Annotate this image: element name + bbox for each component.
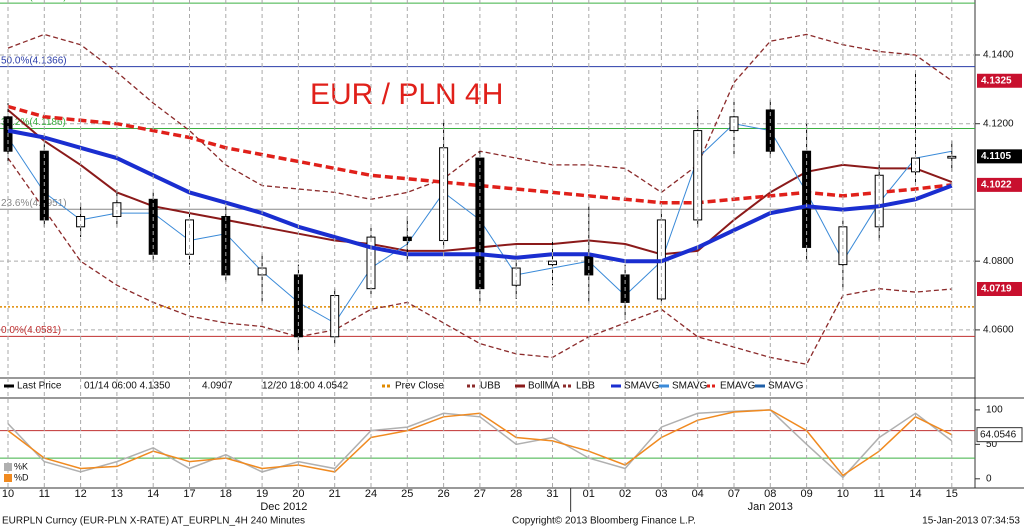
x-tick-label: 15 [946,488,958,500]
price-marker [977,177,1022,192]
x-tick-label: 02 [619,488,631,500]
price-panel: 61.8%(4.1551) 50.0%(4.1366) 38.2%(4.1186) 2… [0,0,975,365]
osc-marker-label: 64.0546 [980,429,1017,440]
x-tick-label: 20 [292,488,304,500]
y-tick-label: 4.0800 [983,256,1014,267]
candle-body [584,253,594,276]
x-tick-label: 01 [583,488,595,500]
x-tick-label: 11 [39,488,50,500]
price-marker-label: 4.1325 [981,75,1012,86]
legend-label: SMAVG [672,381,708,392]
x-tick-label: 12 [74,488,86,500]
x-tick-label: 26 [437,488,449,500]
legend-label: UBB [480,381,501,392]
price-marker [977,73,1022,88]
legend-stat: 01/14 06:00 4.1350 [84,381,171,392]
y-tick-label: 4.0600 [983,325,1014,336]
x-tick-label: 28 [510,488,522,500]
x-tick-label: 19 [256,488,268,500]
legend-label: Prev Close [395,381,444,392]
x-tick-label: 10 [2,488,14,500]
y-tick-label: 4.1200 [983,118,1014,129]
x-tick-label: 10 [837,488,849,500]
candle-body [112,202,122,217]
x-tick-label: 08 [764,488,776,500]
legend-label: EMAVG [720,381,756,392]
x-tick-label: 27 [474,488,486,500]
chart-title: EUR / PLN 4H [310,78,503,111]
month-label: Dec 2012 [260,501,307,513]
x-tick-label: 18 [220,488,232,500]
x-tick-label: 07 [728,488,740,500]
legend-label: Last Price [17,381,62,392]
series-line [7,157,952,365]
x-tick-label: 25 [401,488,413,500]
legend-label: SMAVG [624,381,660,392]
series-line [7,104,952,205]
osc-legend-label: %K [14,461,28,471]
osc-tick-label: 100 [986,405,1003,416]
y-tick-label: 4.1400 [983,50,1014,61]
level-label: 23.6%(4.0951) [1,198,67,209]
x-tick-label: 17 [183,488,195,500]
x-tick-label: 14 [147,488,159,500]
footer-center: Copyright© 2013 Bloomberg Finance L.P. [512,516,696,527]
legend-label: BollMA [528,381,560,392]
osc-legend-label: %D [14,472,29,482]
legend-stat: 12/20 18:00 4.0542 [262,381,349,392]
legend-swatch [4,474,12,482]
price-marker-label: 4.1022 [981,180,1012,191]
candle-body [765,109,775,152]
level-label: 50.0%(4.1366) [1,55,67,66]
legend-stat: 4.0907 [202,381,233,392]
x-tick-label: 21 [329,488,341,500]
candle-body [729,116,739,132]
osc-tick-label: 0 [986,473,992,484]
x-tick-label: 11 [873,488,884,500]
x-tick-label: 03 [655,488,667,500]
legend-swatch [4,463,12,471]
x-tick-label: 24 [365,488,377,500]
price-marker [977,149,1022,164]
legend-label: LBB [576,381,595,392]
price-marker-label: 4.1105 [981,151,1011,162]
footer-right: 15-Jan-2013 07:34:53 [922,516,1020,527]
level-label: 61.8%(4.1551) [1,0,67,3]
osc-tick-label: 50 [986,439,998,450]
x-tick-label: 14 [909,488,921,500]
level-label: 38.2%(4.1186) [1,117,66,128]
level-label: 0.0%(4.0581) [1,325,61,336]
footer-left: EURPLN Curncy (EUR-PLN X-RATE) AT_EURPLN… [2,516,305,527]
price-marker-label: 4.0719 [981,284,1012,295]
x-tick-label: 09 [800,488,812,500]
x-tick-label: 13 [111,488,123,500]
legend-label: SMAVG [768,381,804,392]
candle-body [293,274,303,338]
x-tick-label: 31 [546,488,558,500]
osc-marker [976,427,1023,443]
price-marker [977,281,1022,296]
month-label: Jan 2013 [748,501,793,513]
x-tick-label: 04 [692,488,704,500]
